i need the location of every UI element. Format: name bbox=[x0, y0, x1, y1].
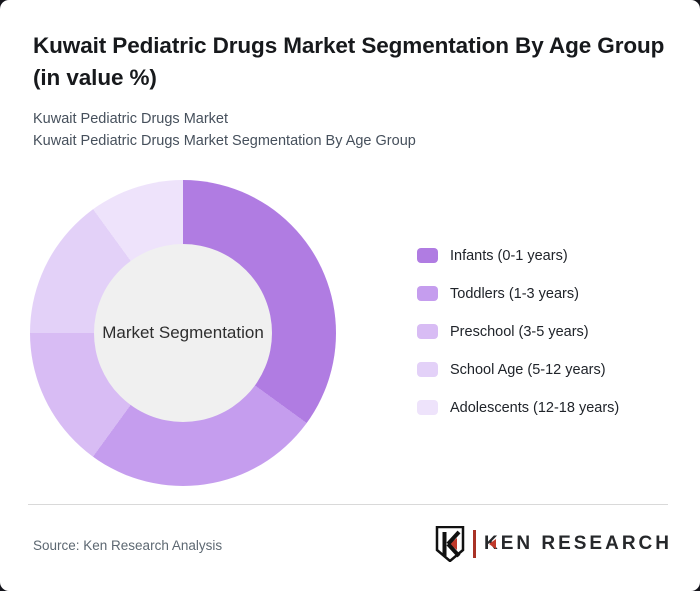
legend-swatch bbox=[417, 248, 438, 263]
ken-research-logo: KEN RESEARCH bbox=[435, 525, 672, 563]
legend-label: Infants (0-1 years) bbox=[450, 247, 568, 264]
legend-swatch bbox=[417, 362, 438, 377]
logo-wordmark: KEN RESEARCH bbox=[483, 533, 672, 554]
chart-subtitle: Kuwait Pediatric Drugs Market Kuwait Ped… bbox=[33, 109, 416, 152]
footer-divider bbox=[28, 504, 668, 505]
legend-label: Toddlers (1-3 years) bbox=[450, 285, 579, 302]
chart-legend: Infants (0-1 years) Toddlers (1-3 years) P… bbox=[417, 247, 620, 416]
donut-center: Market Segmentation bbox=[94, 244, 272, 422]
legend-swatch bbox=[417, 286, 438, 301]
logo-divider bbox=[472, 530, 476, 558]
legend-label: School Age (5-12 years) bbox=[450, 361, 606, 378]
donut-center-label: Market Segmentation bbox=[102, 323, 264, 342]
legend-item: Toddlers (1-3 years) bbox=[417, 285, 619, 302]
legend-swatch bbox=[417, 400, 438, 415]
legend-label: Preschool (3-5 years) bbox=[450, 323, 589, 340]
legend-item: School Age (5-12 years) bbox=[417, 361, 619, 378]
legend-item: Adolescents (12-18 years) bbox=[417, 399, 620, 416]
chart-title: Kuwait Pediatric Drugs Market Segmentati… bbox=[33, 33, 665, 90]
subtitle-line-2: Kuwait Pediatric Drugs Market Segmentati… bbox=[33, 132, 416, 149]
legend-swatch bbox=[417, 324, 438, 339]
donut-chart: Market Segmentation bbox=[30, 180, 336, 486]
legend-item: Preschool (3-5 years) bbox=[417, 323, 619, 340]
legend-item: Infants (0-1 years) bbox=[417, 247, 619, 264]
source-text: Source: Ken Research Analysis bbox=[33, 538, 223, 553]
legend-label: Adolescents (12-18 years) bbox=[450, 399, 620, 416]
ken-research-emblem-icon bbox=[435, 526, 465, 562]
subtitle-line-1: Kuwait Pediatric Drugs Market bbox=[33, 111, 229, 127]
